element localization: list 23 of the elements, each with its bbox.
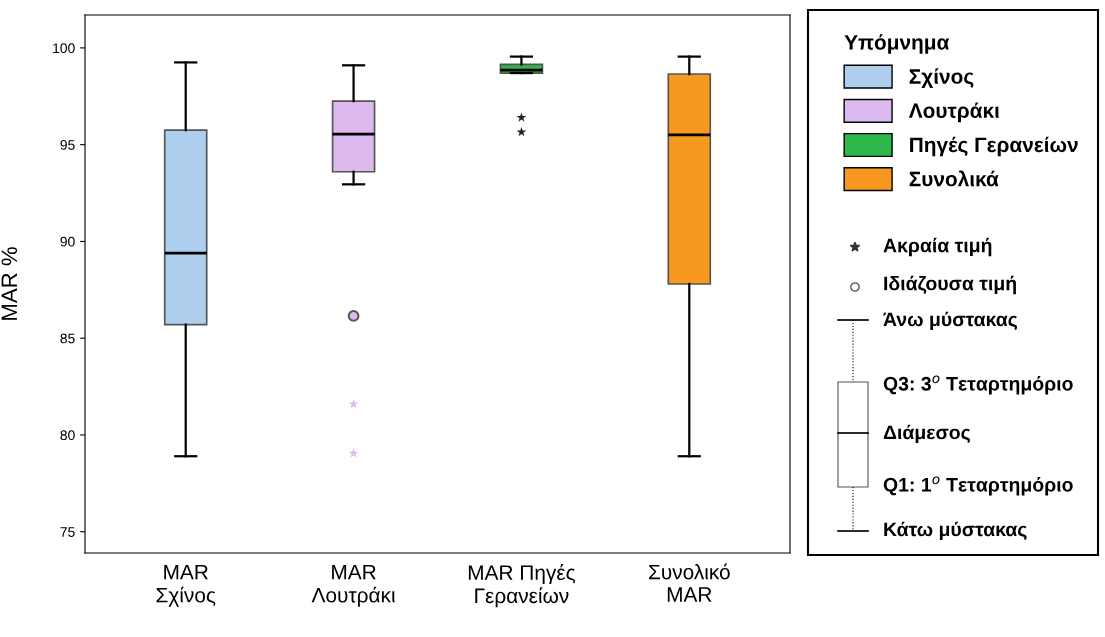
text: Διάμεσος	[883, 424, 970, 444]
legend-title: Υπόμνημα	[844, 34, 950, 54]
y-tick-label: 85	[60, 333, 75, 344]
legend-label: Σχίνος	[909, 68, 974, 88]
x-tick-label: MAR Πηγές Γερανείων	[468, 564, 576, 608]
y-tick-label: 80	[60, 430, 75, 441]
y-tick-label: 90	[60, 236, 75, 247]
text: Ιδιάζουσα τιμή	[884, 275, 1016, 295]
legend-label: Συνολικά	[909, 170, 999, 187]
y-tick-label: 95	[60, 140, 75, 150]
x-tick-label: MAR Λουτράκι	[311, 564, 396, 607]
text: Q1: 1$^{o}$ Τεταρτημόριο	[883, 476, 1073, 496]
y-tick-label: 75	[60, 527, 75, 537]
text: Q3: 3$^{o}$ Τεταρτημόριο	[883, 375, 1073, 395]
text: Κάτω μύστακας	[884, 521, 1027, 541]
y-tick-label: 100	[53, 43, 75, 54]
x-tick-label: Συνολικό MAR	[649, 563, 730, 602]
legend-label: Πηγές Γερανείων	[910, 136, 1078, 157]
x-tick-label: MAR Σχίνος	[156, 564, 216, 607]
y-axis-title: MAR %	[1, 247, 18, 320]
text: Άνω μύστακας	[883, 311, 1018, 331]
text: Ακραία τιμή	[883, 237, 992, 257]
legend-label: Λουτράκι	[908, 102, 1000, 123]
